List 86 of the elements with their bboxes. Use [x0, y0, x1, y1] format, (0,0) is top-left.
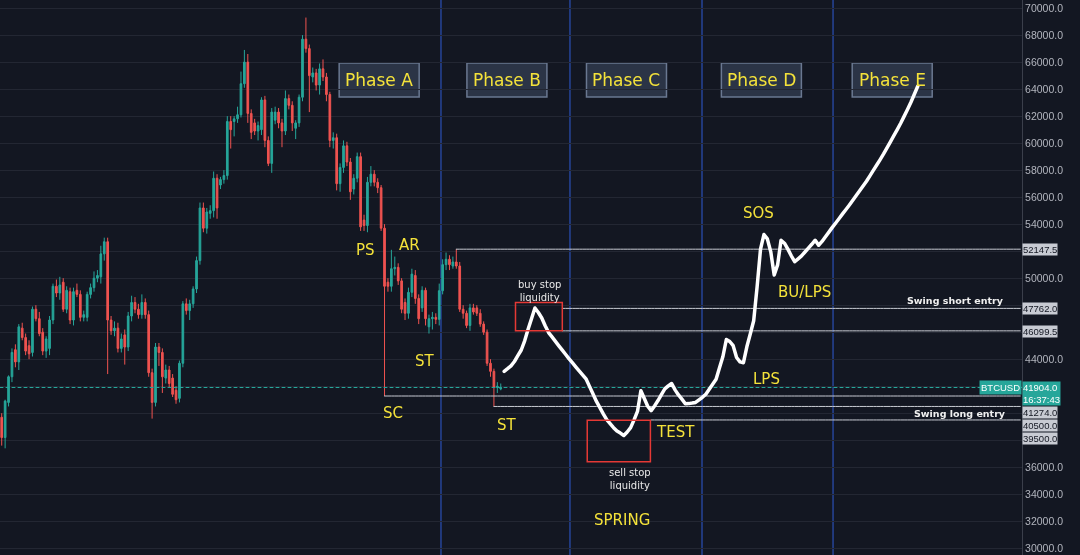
- candlestick: [184, 297, 188, 316]
- candlestick: [424, 287, 427, 326]
- candlestick: [106, 237, 110, 375]
- candlestick: [229, 115, 233, 150]
- data-label: 41274.0: [1023, 407, 1058, 418]
- candlestick: [205, 207, 209, 235]
- ref-line-label: 41904.0 16:37:43: [1023, 382, 1060, 406]
- annotation: SOS: [743, 204, 774, 222]
- candlestick: [472, 303, 475, 316]
- y-tick-label: 50000.0: [1025, 271, 1064, 284]
- annotation: PS: [356, 241, 375, 259]
- candlestick: [427, 314, 431, 335]
- candlestick: [260, 96, 263, 136]
- y-tick-label: 70000.0: [1025, 1, 1064, 14]
- candlestick: [65, 285, 68, 314]
- candlestick: [431, 311, 434, 330]
- y-tick-label: 64000.0: [1025, 82, 1064, 95]
- candlestick: [17, 323, 21, 371]
- annotation: Phase C: [592, 70, 661, 90]
- candlestick: [161, 347, 164, 394]
- candlestick: [270, 107, 274, 174]
- y-tick-label: 34000.0: [1025, 487, 1064, 500]
- y-tick-label: 62000.0: [1025, 109, 1064, 122]
- candlestick: [164, 364, 168, 384]
- annotation: Phase D: [727, 70, 797, 90]
- candlestick: [14, 343, 17, 368]
- candlestick: [68, 287, 72, 325]
- annotation: BU/LPS: [778, 283, 832, 301]
- candlestick: [113, 320, 116, 337]
- y-tick-label: 54000.0: [1025, 217, 1064, 230]
- annotation: Swing long entry: [914, 408, 1006, 419]
- candlestick: [31, 306, 34, 357]
- annotation: TEST: [656, 423, 696, 441]
- candlestick: [318, 62, 321, 96]
- candlestick: [434, 312, 438, 325]
- candlestick: [212, 171, 215, 218]
- y-tick-label: 56000.0: [1025, 190, 1064, 203]
- y-tick-label: 36000.0: [1025, 460, 1064, 473]
- candlestick: [202, 202, 205, 233]
- annotation: ST: [415, 352, 435, 370]
- y-tick-label: 68000.0: [1025, 28, 1064, 41]
- candlestick: [311, 67, 315, 83]
- candlestick: [72, 287, 75, 326]
- candlestick: [123, 328, 127, 366]
- candlestick: [140, 293, 144, 320]
- candlestick: [61, 277, 65, 313]
- candlestick: [359, 152, 362, 232]
- candlestick: [225, 115, 229, 181]
- candlestick: [0, 412, 4, 447]
- data-label: 46099.5: [1023, 326, 1058, 337]
- y-tick-label: 30000.0: [1025, 541, 1064, 554]
- candlestick: [468, 303, 472, 332]
- annotation: ST: [497, 416, 517, 434]
- annotation: Phase A: [345, 70, 414, 90]
- data-label: 52147.5: [1023, 244, 1058, 255]
- data-label: 39500.0: [1023, 433, 1058, 444]
- annotation: AR: [399, 236, 420, 254]
- y-tick-label: 66000.0: [1025, 55, 1064, 68]
- candlestick: [335, 133, 339, 191]
- candlestick: [314, 68, 318, 91]
- candlestick: [331, 131, 335, 150]
- candlestick: [448, 254, 451, 271]
- candlestick: [451, 256, 455, 270]
- annotation: Phase B: [473, 70, 541, 90]
- annotation: sell stop liquidity: [609, 467, 651, 491]
- candlestick: [215, 173, 219, 220]
- annotation: SC: [383, 404, 403, 422]
- annotation: Swing short entry: [907, 295, 1004, 306]
- y-tick-label: 44000.0: [1025, 352, 1064, 365]
- annotation: SPRING: [594, 511, 651, 529]
- y-tick-label: 32000.0: [1025, 514, 1064, 527]
- candlestick: [390, 249, 393, 293]
- candlestick: [58, 276, 62, 301]
- data-label: 47762.0: [1023, 303, 1058, 314]
- candlestick: [116, 322, 120, 353]
- data-label: 40500.0: [1023, 420, 1058, 431]
- annotation: LPS: [753, 370, 780, 388]
- candlestick: [284, 89, 287, 136]
- candlestick: [420, 285, 424, 313]
- y-tick-label: 58000.0: [1025, 163, 1064, 176]
- candlestick: [120, 333, 123, 353]
- candlestick: [55, 279, 58, 298]
- y-tick-label: 60000.0: [1025, 136, 1064, 149]
- annotation: Phase E: [859, 70, 926, 90]
- annotation: buy stop liquidity: [518, 279, 562, 303]
- annotation: BTCUSD: [981, 382, 1021, 393]
